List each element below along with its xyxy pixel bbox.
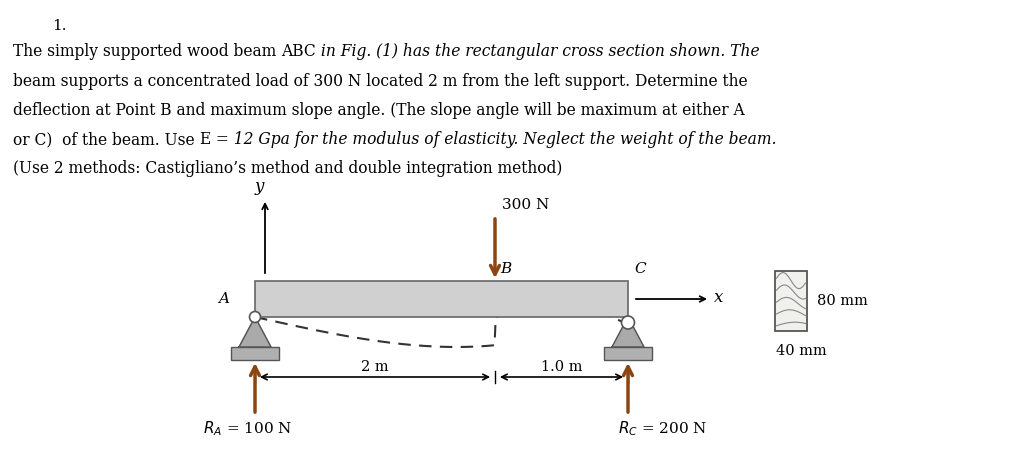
Text: 1.0 m: 1.0 m: [541, 360, 583, 374]
Text: in Fig. (1) has the rectangular cross section shown. The: in Fig. (1) has the rectangular cross se…: [315, 43, 760, 60]
Text: C: C: [634, 262, 645, 276]
Text: $R_C$ = 200 N: $R_C$ = 200 N: [618, 419, 708, 438]
Text: 80 mm: 80 mm: [817, 294, 868, 308]
Text: The simply supported wood beam: The simply supported wood beam: [13, 43, 282, 60]
Bar: [231, 347, 279, 360]
Circle shape: [622, 316, 635, 329]
Polygon shape: [612, 317, 644, 347]
Text: ABC: ABC: [282, 43, 315, 60]
Text: B: B: [500, 262, 511, 276]
Text: $R_A$ = 100 N: $R_A$ = 100 N: [203, 419, 293, 438]
Text: (Use 2 methods: Castigliano’s method and double integration method): (Use 2 methods: Castigliano’s method and…: [13, 160, 562, 177]
Text: beam supports a concentrated load of 300 N located 2 m from the left support. De: beam supports a concentrated load of 300…: [13, 73, 748, 90]
Text: 40 mm: 40 mm: [776, 344, 826, 358]
Text: 1.: 1.: [52, 19, 67, 33]
Text: 2 m: 2 m: [361, 360, 389, 374]
Bar: [604, 347, 652, 360]
Text: 300 N: 300 N: [502, 198, 549, 212]
Bar: [255, 281, 628, 317]
Bar: [775, 271, 807, 331]
Text: deflection at Point B and maximum slope angle. (The slope angle will be maximum : deflection at Point B and maximum slope …: [13, 102, 744, 119]
Polygon shape: [239, 317, 271, 347]
Text: E: E: [200, 131, 211, 148]
Text: = 12 Gpa for the modulus of elasticity. Neglect the weight of the beam.: = 12 Gpa for the modulus of elasticity. …: [211, 131, 776, 148]
Text: or C)  of the beam. Use: or C) of the beam. Use: [13, 131, 200, 148]
Text: y: y: [254, 178, 264, 195]
Circle shape: [250, 312, 260, 323]
Text: x: x: [714, 289, 723, 306]
Text: A: A: [218, 292, 229, 306]
